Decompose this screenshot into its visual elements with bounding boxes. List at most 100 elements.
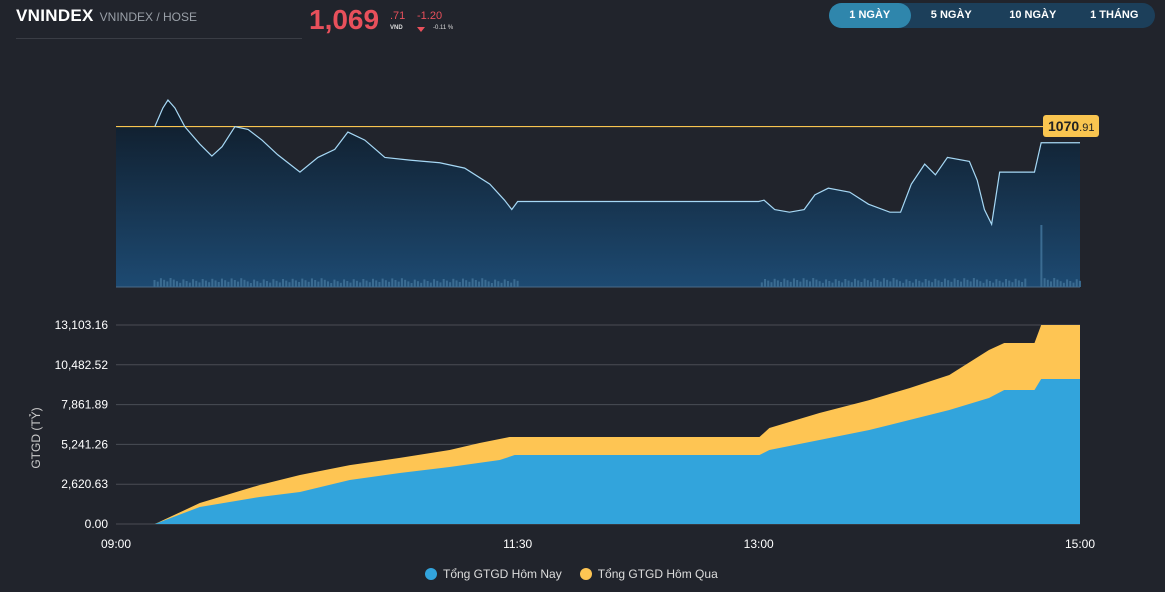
x-tick-label: 11:30: [503, 537, 532, 551]
price: 1,069: [309, 4, 380, 35]
y-tick-label: 2,620.63: [61, 477, 108, 491]
volume-bar: [831, 282, 834, 287]
range-tabs: 1 NGÀY 5 NGÀY 10 NGÀY 1 THÁNG: [829, 3, 1155, 28]
volume-bar: [452, 278, 455, 287]
volume-bar: [227, 281, 230, 287]
volume-bar: [760, 282, 763, 287]
volume-bar: [265, 281, 268, 287]
volume-bar: [291, 278, 294, 287]
volume-bar: [1053, 278, 1056, 287]
volume-bar: [812, 278, 815, 287]
volume-bar: [278, 282, 281, 287]
volume-bar: [1008, 280, 1011, 287]
volume-bar: [217, 282, 220, 287]
y-tick-label: 5,241.26: [61, 437, 108, 451]
volume-bar: [908, 281, 911, 287]
area-today: [116, 378, 1080, 524]
volume-bar: [339, 282, 342, 287]
volume-bar: [233, 280, 236, 287]
legend-today[interactable]: Tổng GTGD Hôm Nay: [425, 567, 562, 581]
volume-bar: [442, 279, 445, 287]
volume-bar: [429, 282, 432, 287]
volume-bar: [159, 278, 162, 287]
volume-bar: [163, 279, 166, 287]
volume-bar: [220, 278, 223, 287]
currency: VND: [390, 25, 403, 31]
volume-bar: [208, 282, 211, 287]
symbol-header: VNINDEX VNINDEX / HOSE: [16, 6, 302, 39]
volume-bar: [246, 281, 249, 287]
volume-bar: [516, 280, 519, 287]
volume-bar: [327, 281, 330, 287]
reference-price-label: 1070.91: [1043, 115, 1100, 137]
volume-bar: [378, 282, 381, 287]
volume-bar: [792, 278, 795, 287]
volume-bar: [362, 279, 365, 287]
volume-bar: [506, 281, 509, 287]
volume-bar: [828, 281, 831, 287]
tab-5-day[interactable]: 5 NGÀY: [930, 9, 972, 21]
volume-bar: [490, 283, 493, 287]
volume-bar: [879, 281, 882, 287]
volume-bar: [224, 280, 227, 287]
legend: Tổng GTGD Hôm Nay Tổng GTGD Hôm Qua: [425, 567, 718, 581]
volume-bar: [497, 281, 500, 287]
tab-1-day[interactable]: 1 NGÀY: [829, 3, 911, 28]
volume-bar: [1066, 279, 1069, 287]
x-tick-label: 13:00: [744, 537, 774, 551]
volume-bar: [253, 279, 256, 287]
volume-bar: [1062, 282, 1065, 287]
legend-label: Tổng GTGD Hôm Nay: [443, 567, 562, 581]
volume-bar: [837, 280, 840, 287]
price-decimal: .71: [390, 10, 406, 22]
volume-bar: [185, 281, 188, 287]
volume-bar: [314, 280, 317, 287]
volume-bar: [847, 280, 850, 287]
volume-bar: [1078, 280, 1081, 287]
volume-bar: [510, 282, 513, 287]
volume-bar: [857, 280, 860, 287]
volume-bar: [465, 280, 468, 287]
volume-bar: [192, 279, 195, 287]
volume-bar: [474, 280, 477, 287]
volume-bar: [1040, 225, 1043, 287]
volume-bar: [1005, 279, 1008, 287]
volume-bar: [381, 278, 384, 287]
volume-bar: [931, 282, 934, 287]
volume-bar: [905, 279, 908, 287]
volume-bar: [1056, 279, 1059, 287]
volume-bar: [288, 282, 291, 287]
tab-1-month[interactable]: 1 THÁNG: [1090, 9, 1139, 21]
volume-bar: [911, 282, 914, 287]
volume-bar: [956, 280, 959, 287]
volume-bar: [850, 282, 853, 287]
volume-bar: [240, 278, 243, 287]
y-axis-label: GTGD (TỶ): [28, 407, 43, 468]
volume-bar: [876, 280, 879, 287]
volume-bar: [513, 279, 516, 287]
volume-bar: [282, 279, 285, 287]
volume-bar: [153, 280, 156, 287]
volume-bar: [458, 282, 461, 287]
volume-bar: [902, 282, 905, 287]
volume-bar: [400, 278, 403, 287]
volume-bar: [799, 281, 802, 287]
volume-bar: [783, 278, 786, 287]
tab-10-day[interactable]: 10 NGÀY: [1009, 9, 1057, 21]
volume-bar: [1011, 282, 1014, 287]
volume-bar: [320, 278, 323, 287]
volume-bar: [413, 279, 416, 287]
volume-bar: [285, 280, 288, 287]
volume-bar: [175, 281, 178, 287]
volume-bar: [445, 280, 448, 287]
volume-bar: [420, 282, 423, 287]
volume-bar: [481, 278, 484, 287]
price-change-pct: -0.11 %: [433, 25, 454, 31]
volume-bar: [1072, 282, 1075, 287]
price-change: -1.20: [417, 10, 443, 22]
volume-bar: [953, 278, 956, 287]
volume-bar: [359, 282, 362, 287]
legend-yesterday[interactable]: Tổng GTGD Hôm Qua: [579, 567, 718, 581]
volume-bar: [1075, 279, 1078, 287]
volume-bar: [892, 278, 895, 287]
